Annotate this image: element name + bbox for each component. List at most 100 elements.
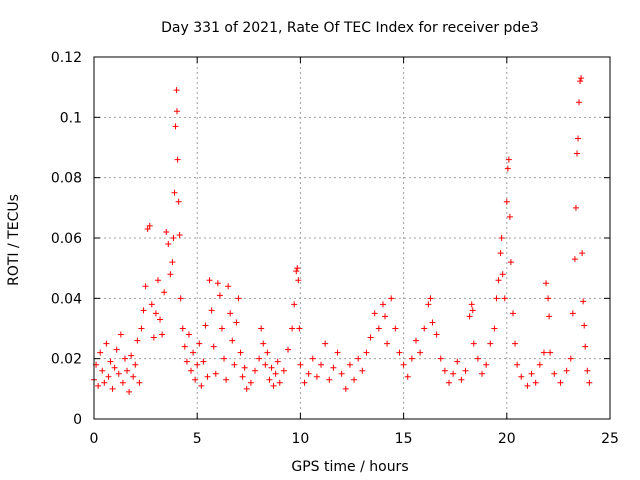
data-point [468,301,475,308]
data-point [382,313,389,320]
data-point [272,370,279,377]
data-point [301,379,308,386]
data-point [181,343,188,350]
data-point [483,361,490,368]
data-point [237,349,244,356]
data-point [167,271,174,278]
data-point [130,373,137,380]
data-point [200,358,207,365]
x-tick-label: 15 [395,431,413,447]
data-point [400,361,407,368]
data-points [91,75,593,395]
data-point [262,361,269,368]
chart-title: Day 331 of 2021, Rate Of TEC Index for r… [161,20,539,36]
x-axis-label: GPS time / hours [291,459,408,475]
data-point [260,340,267,347]
data-point [174,156,181,163]
data-point [188,367,195,374]
data-point [495,277,502,284]
data-point [159,331,166,338]
data-point [536,361,543,368]
data-point [170,235,177,241]
data-point [569,310,576,317]
data-point [296,325,303,332]
grid-lines [94,57,610,419]
data-point [474,355,481,362]
data-point [586,379,593,386]
y-axis-label: ROTI / TECUs [6,194,22,286]
data-point [579,250,586,257]
data-point [179,325,186,332]
data-point [503,198,510,205]
data-point [235,295,242,302]
data-point [146,222,153,229]
data-point [291,301,298,308]
data-point [297,361,304,368]
data-point [454,358,461,365]
data-point [450,370,457,377]
data-point [388,295,395,302]
data-point [572,204,579,211]
data-point [268,364,275,371]
data-point [107,358,114,365]
data-point [251,367,258,374]
data-point [540,349,547,356]
data-point [132,361,139,368]
data-point [176,231,183,238]
data-point [582,343,589,350]
data-point [504,165,511,172]
data-point [509,310,516,317]
data-point [163,228,170,235]
data-point [152,310,159,317]
y-tick-label: 0.12 [51,50,82,66]
data-point [233,319,240,326]
data-point [148,301,155,308]
data-point [330,364,337,371]
data-point [487,340,494,347]
data-point [294,265,301,272]
data-point [264,349,271,356]
data-point [258,325,265,332]
data-point [95,382,102,389]
data-point [138,325,145,332]
data-point [218,325,225,332]
x-tick-label: 10 [291,431,309,447]
data-point [227,310,234,317]
data-point [427,295,434,302]
data-point [417,349,424,356]
data-point [429,319,436,326]
data-point [134,337,141,344]
data-point [322,340,329,347]
data-point [165,241,172,248]
y-tick-label: 0.02 [51,352,82,368]
y-tick-label: 0.1 [60,110,82,126]
data-point [177,295,184,302]
data-point [214,280,221,287]
data-point [318,361,325,368]
x-axis-ticks: 0 5 10 15 20 25 [90,57,619,447]
data-point [111,364,118,371]
data-point [101,379,108,386]
data-point [469,307,476,314]
data-point [493,295,500,302]
x-tick-label: 20 [498,431,516,447]
data-point [359,367,366,374]
data-point [256,355,263,362]
x-tick-label: 5 [193,431,202,447]
data-point [293,268,300,275]
data-point [408,355,415,362]
data-point [126,388,133,395]
data-point [584,367,591,374]
data-point [212,370,219,377]
data-point [208,307,215,314]
y-tick-label: 0 [73,412,82,428]
data-point [563,367,570,374]
data-point [351,376,358,383]
data-point [551,370,558,377]
data-point [557,379,564,386]
data-point [367,334,374,341]
data-point [119,379,126,386]
data-point [241,364,248,371]
data-point [375,325,382,332]
data-point [578,75,585,82]
